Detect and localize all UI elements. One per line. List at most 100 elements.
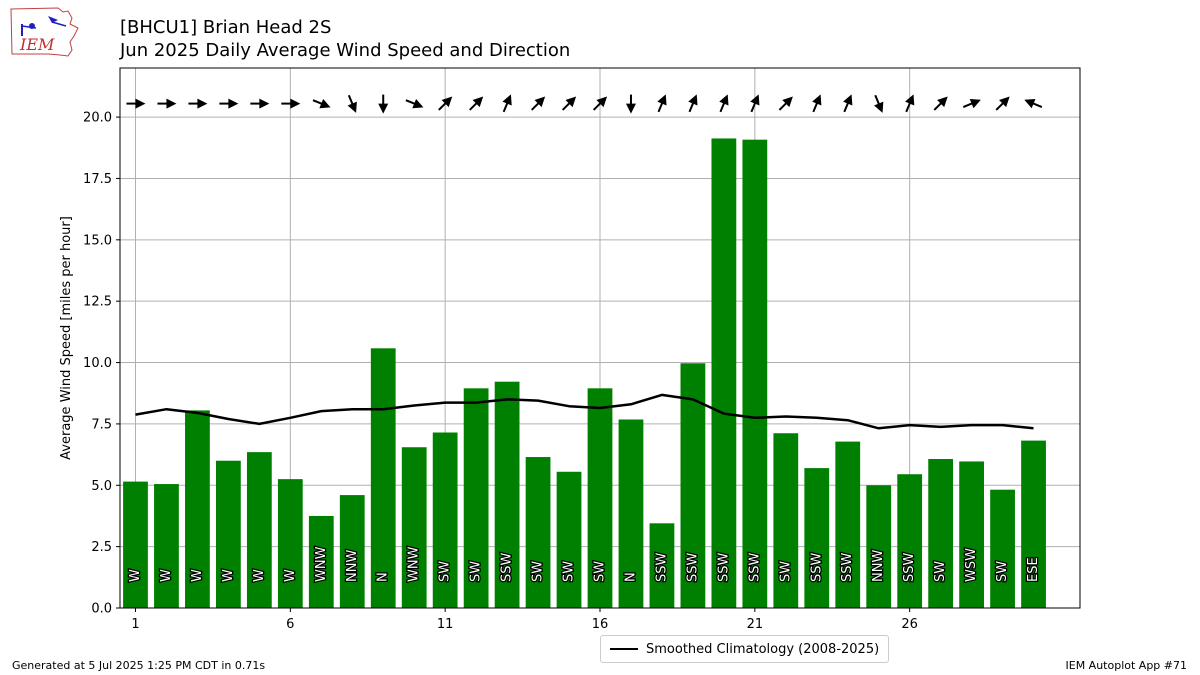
x-axis-ticks: 1 6 11 16 21 26 [131, 608, 918, 632]
wind-arrow [933, 96, 948, 111]
bar [246, 452, 272, 608]
bar [556, 471, 582, 608]
arrow-head [412, 98, 424, 109]
x-tick-label: 11 [437, 617, 454, 632]
direction-label: SSW [500, 552, 515, 582]
direction-label: SSW [747, 552, 762, 582]
y-axis-ticks: 0.0 2.5 5.0 7.5 10.0 12.5 15.0 17.5 20.0 [83, 111, 120, 617]
arrow-head [905, 94, 915, 106]
bar [216, 460, 241, 608]
bar [587, 388, 613, 608]
bar [866, 485, 892, 608]
direction-label: SW [995, 561, 1010, 582]
y-tick-label: 20.0 [83, 111, 112, 126]
direction-label: WSW [964, 548, 979, 582]
direction-label: W [221, 569, 236, 582]
arrow-head [812, 94, 822, 106]
arrow-head [1024, 98, 1036, 109]
wind-arrow [405, 98, 424, 109]
arrow-head [750, 94, 760, 106]
x-tick-label: 21 [747, 617, 764, 632]
wind-arrow [1024, 98, 1043, 109]
legend: Smoothed Climatology (2008-2025) [600, 635, 890, 663]
bar [742, 139, 768, 608]
logo-text: IEM [19, 35, 55, 54]
arrow-head [502, 94, 512, 106]
wind-arrow [561, 96, 577, 111]
direction-label: ESE [1026, 557, 1041, 582]
direction-label: SW [593, 561, 608, 582]
arrow-head [228, 98, 239, 109]
y-tick-label: 0.0 [91, 602, 112, 617]
legend-label: Smoothed Climatology (2008-2025) [646, 641, 880, 657]
direction-label: WNW [407, 546, 422, 582]
y-axis-label: Average Wind Speed [miles per hour] [59, 216, 74, 460]
arrow-head [969, 98, 981, 109]
iem-logo: IEM [10, 7, 79, 57]
bar [308, 515, 334, 608]
wind-arrow [962, 98, 981, 109]
direction-label: NNW [871, 550, 886, 582]
direction-label: SW [531, 561, 546, 582]
bar [711, 138, 737, 609]
wind-arrow [469, 96, 484, 111]
wind-arrow [530, 96, 546, 111]
climatology-line [135, 393, 1034, 430]
arrow-head [472, 96, 484, 108]
wind-arrow [438, 96, 453, 111]
direction-label: N [376, 572, 391, 582]
bar [432, 432, 458, 608]
direction-label: SSW [654, 552, 669, 582]
wind-arrow [219, 98, 239, 109]
bar [154, 484, 179, 608]
bar [897, 474, 923, 608]
direction-label: SSW [685, 552, 700, 582]
arrow-head [319, 98, 331, 109]
bar [959, 461, 984, 608]
legend-line-swatch [610, 648, 638, 650]
x-tick-label: 16 [592, 617, 609, 632]
wind-arrow [378, 94, 389, 114]
bar [804, 468, 830, 608]
bar [618, 419, 644, 608]
bar [123, 481, 148, 608]
bar [928, 459, 954, 608]
arrow-head [719, 94, 729, 106]
direction-label: WNW [314, 546, 329, 582]
bar [494, 381, 520, 608]
wind-arrow [281, 98, 301, 109]
wind-arrow [812, 94, 822, 113]
wind-arrow [625, 94, 636, 114]
wind-arrow [157, 98, 177, 109]
direction-label: SSW [809, 552, 824, 582]
chart-title: [BHCU1] Brian Head 2S [120, 17, 332, 38]
bar [835, 441, 861, 608]
y-tick-label: 10.0 [83, 356, 112, 371]
bar [1021, 440, 1046, 608]
wind-arrow [688, 94, 698, 113]
y-tick-label: 2.5 [91, 540, 112, 555]
y-tick-label: 7.5 [91, 417, 112, 432]
direction-label: W [283, 569, 298, 582]
direction-label: SW [778, 561, 793, 582]
wind-arrow [719, 94, 729, 113]
wind-arrow [995, 96, 1010, 111]
wind-arrow [312, 98, 331, 109]
wind-arrow [250, 98, 270, 109]
direction-labels: W W W W W W WNW NNW N WNW SW SW SSW SW SW SW N SSW SSW SSW S… [127, 545, 1043, 583]
direction-label: SW [438, 561, 453, 582]
y-tick-label: 5.0 [91, 479, 112, 494]
wind-arrow [188, 98, 208, 109]
direction-label: SSW [716, 552, 731, 582]
arrow-head [657, 94, 667, 106]
bar [649, 523, 675, 608]
direction-label: W [128, 569, 143, 582]
arrow-head [135, 98, 146, 109]
x-tick-label: 1 [131, 617, 139, 632]
arrow-head [625, 103, 636, 114]
direction-label: SW [933, 561, 948, 582]
wind-arrow [843, 94, 853, 113]
arrow-head [166, 98, 177, 109]
x-tick-label: 6 [286, 617, 294, 632]
